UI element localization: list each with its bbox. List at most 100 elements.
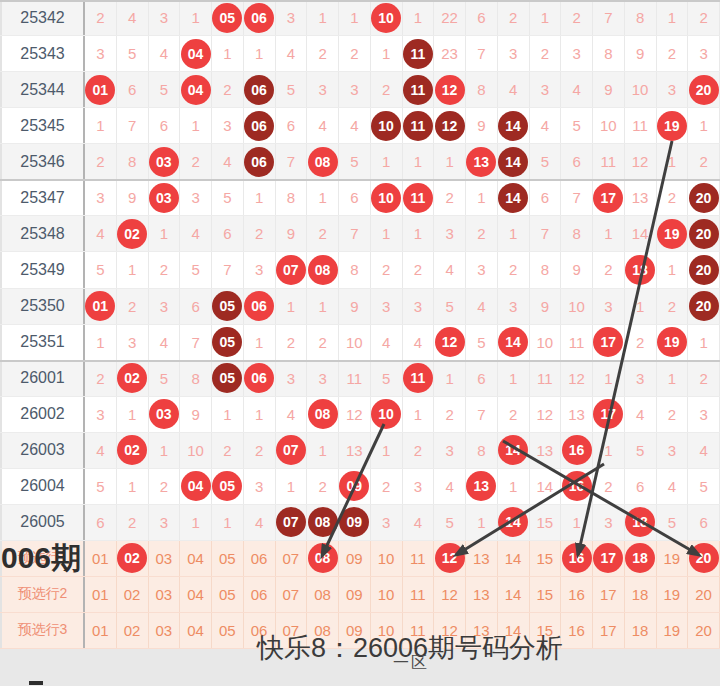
omission-cell: 6 xyxy=(466,0,498,35)
prediction-number-cell[interactable]: 15 xyxy=(530,541,562,576)
prediction-number-cell[interactable]: 13 xyxy=(466,577,498,612)
hit-ball: 03 xyxy=(149,183,179,213)
prediction-number-cell[interactable]: 12 xyxy=(434,577,466,612)
prediction-number-cell[interactable]: 16 xyxy=(561,577,593,612)
hit-ball[interactable]: 02 xyxy=(117,543,147,573)
prediction-number-cell[interactable]: 06 xyxy=(244,541,276,576)
hit-cell: 19 xyxy=(657,216,689,251)
omission-cell: 8 xyxy=(117,144,149,179)
prediction-number-cell[interactable]: 19 xyxy=(657,541,689,576)
hit-ball: 04 xyxy=(181,75,211,105)
prediction-number-cell[interactable]: 07 xyxy=(276,577,308,612)
hit-ball: 11 xyxy=(403,363,433,393)
omission-cell: 1 xyxy=(117,397,149,432)
omission-cell: 7 xyxy=(339,216,371,251)
prediction-row: 预选行1010203040506070809101112131415161718… xyxy=(0,541,720,577)
hit-cell[interactable]: 18 xyxy=(625,541,657,576)
hit-cell[interactable]: 16 xyxy=(561,541,593,576)
period-label: 25348 xyxy=(0,216,85,251)
prediction-number-cell[interactable]: 05 xyxy=(212,541,244,576)
prediction-number-cell[interactable]: 04 xyxy=(180,541,212,576)
prediction-number-cell[interactable]: 08 xyxy=(307,577,339,612)
hit-ball[interactable]: 17 xyxy=(593,543,623,573)
prediction-number-cell[interactable]: 06 xyxy=(244,577,276,612)
omission-cell: 1 xyxy=(593,216,625,251)
prediction-number-cell[interactable]: 17 xyxy=(593,577,625,612)
prediction-number-cell[interactable]: 09 xyxy=(339,577,371,612)
omission-cell: 4 xyxy=(85,216,117,251)
omission-cell: 1 xyxy=(403,144,435,179)
hit-cell[interactable]: 02 xyxy=(117,541,149,576)
prediction-number-cell[interactable]: 10 xyxy=(371,541,403,576)
omission-cell: 3 xyxy=(403,289,435,324)
hit-cell[interactable]: 08 xyxy=(307,541,339,576)
omission-cell: 3 xyxy=(85,397,117,432)
prediction-number-cell[interactable]: 07 xyxy=(276,541,308,576)
omission-cell: 12 xyxy=(625,144,657,179)
hit-ball: 20 xyxy=(689,219,719,249)
hit-ball: 03 xyxy=(149,399,179,429)
omission-cell: 7 xyxy=(466,397,498,432)
prediction-number-cell[interactable]: 04 xyxy=(180,577,212,612)
prediction-number-cell[interactable]: 18 xyxy=(625,577,657,612)
hit-cell: 17 xyxy=(593,397,625,432)
prediction-number-cell[interactable]: 11 xyxy=(403,577,435,612)
omission-cell: 5 xyxy=(339,144,371,179)
hit-ball[interactable]: 12 xyxy=(435,543,465,573)
prediction-number-cell[interactable]: 01 xyxy=(85,577,117,612)
prediction-number-cell[interactable]: 02 xyxy=(117,577,149,612)
hit-ball[interactable]: 18 xyxy=(625,543,655,573)
hit-ball: 11 xyxy=(403,183,433,213)
hit-ball[interactable]: 20 xyxy=(689,543,719,573)
prediction-number-cell[interactable]: 03 xyxy=(149,541,181,576)
omission-cell: 1 xyxy=(593,361,625,396)
period-label: 25342 xyxy=(0,0,85,35)
hit-cell: 08 xyxy=(307,144,339,179)
omission-cell: 9 xyxy=(339,289,371,324)
hit-ball: 07 xyxy=(276,255,306,285)
prediction-number-cell[interactable]: 05 xyxy=(212,577,244,612)
omission-cell: 2 xyxy=(625,325,657,360)
omission-cell: 1 xyxy=(403,397,435,432)
omission-cell: 1 xyxy=(276,289,308,324)
omission-cell: 1 xyxy=(212,505,244,540)
prediction-number-cell[interactable]: 11 xyxy=(403,541,435,576)
hit-ball: 16 xyxy=(562,471,592,501)
prediction-number-cell[interactable]: 15 xyxy=(530,577,562,612)
hit-ball: 06 xyxy=(244,363,274,393)
prediction-number-cell[interactable]: 10 xyxy=(371,577,403,612)
omission-cell: 8 xyxy=(625,0,657,35)
prediction-number-cell[interactable]: 20 xyxy=(688,577,720,612)
omission-cell: 1 xyxy=(307,289,339,324)
hit-ball: 02 xyxy=(117,219,147,249)
prediction-number-cell[interactable]: 09 xyxy=(339,541,371,576)
omission-cell: 3 xyxy=(434,433,466,468)
omission-cell: 3 xyxy=(593,505,625,540)
omission-cell: 1 xyxy=(657,252,689,287)
prediction-number-cell[interactable]: 01 xyxy=(85,541,117,576)
hit-cell: 20 xyxy=(688,216,720,251)
period-label: 25343 xyxy=(0,36,85,71)
prediction-number-cell[interactable]: 14 xyxy=(498,541,530,576)
hit-cell: 04 xyxy=(180,72,212,107)
omission-cell: 10 xyxy=(593,108,625,143)
omission-cell: 9 xyxy=(466,108,498,143)
hit-ball: 10 xyxy=(371,183,401,213)
prediction-number-cell[interactable]: 19 xyxy=(657,577,689,612)
omission-cell: 5 xyxy=(371,361,403,396)
omission-cell: 3 xyxy=(307,361,339,396)
period-row: 2600562311407080934511415131856 xyxy=(0,505,720,541)
omission-cell: 5 xyxy=(85,469,117,504)
hit-cell[interactable]: 12 xyxy=(434,541,466,576)
prediction-number-cell[interactable]: 03 xyxy=(149,577,181,612)
hit-ball[interactable]: 16 xyxy=(562,543,592,573)
hit-ball[interactable]: 08 xyxy=(308,543,338,573)
prediction-number-cell[interactable]: 13 xyxy=(466,541,498,576)
omission-cell: 1 xyxy=(244,397,276,432)
period-label: 25347 xyxy=(0,180,85,215)
hit-cell: 02 xyxy=(117,433,149,468)
prediction-number-cell[interactable]: 14 xyxy=(498,577,530,612)
hit-cell[interactable]: 17 xyxy=(593,541,625,576)
hit-ball: 14 xyxy=(498,435,528,465)
hit-cell[interactable]: 20 xyxy=(688,541,720,576)
